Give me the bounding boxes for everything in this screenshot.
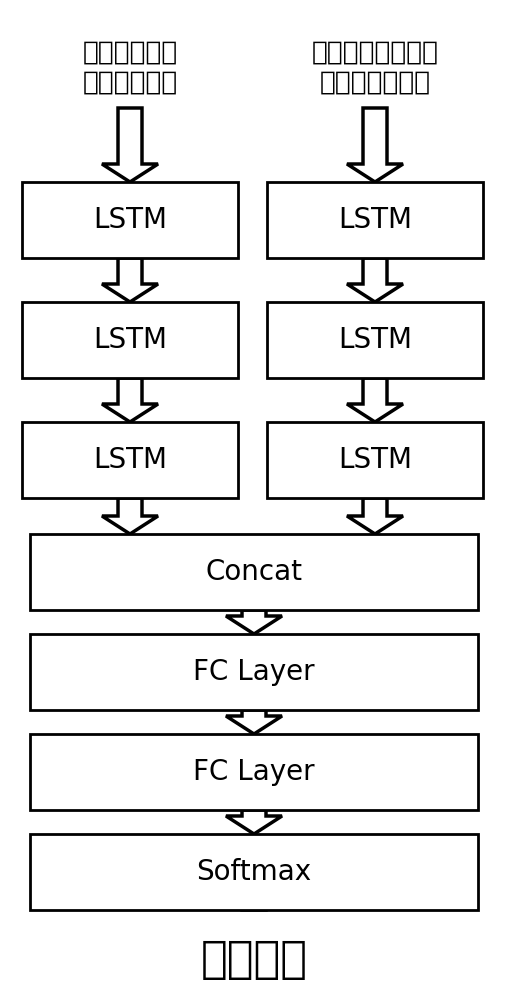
Bar [30,534,478,610]
Text: LSTM: LSTM [338,446,412,474]
Polygon shape [347,378,403,422]
Text: 人体骨骼关节点位
与地面距离数据: 人体骨骼关节点位 与地面距离数据 [312,40,438,96]
Text: FC Layer: FC Layer [193,758,315,786]
Polygon shape [102,498,158,534]
Bar [267,422,483,498]
Polygon shape [102,108,158,182]
Polygon shape [226,710,282,734]
Bar [22,422,238,498]
Text: LSTM: LSTM [338,326,412,354]
Text: FC Layer: FC Layer [193,658,315,686]
Text: LSTM: LSTM [93,446,167,474]
Text: Softmax: Softmax [196,858,312,886]
Text: LSTM: LSTM [93,206,167,234]
Polygon shape [347,258,403,302]
Polygon shape [347,498,403,534]
Polygon shape [226,887,282,910]
Bar [267,302,483,378]
Text: LSTM: LSTM [338,206,412,234]
Text: 运动类型: 运动类型 [201,938,307,982]
Bar [22,182,238,258]
Text: Concat: Concat [206,558,302,586]
Bar [22,302,238,378]
Polygon shape [102,258,158,302]
Bar [267,182,483,258]
Text: LSTM: LSTM [93,326,167,354]
Polygon shape [226,610,282,634]
Polygon shape [102,378,158,422]
Polygon shape [347,108,403,182]
Bar [30,734,478,810]
Bar [30,834,478,910]
Bar [30,634,478,710]
Polygon shape [226,810,282,834]
Text: 人体骨骼关节
点位变化数据: 人体骨骼关节 点位变化数据 [82,40,178,96]
